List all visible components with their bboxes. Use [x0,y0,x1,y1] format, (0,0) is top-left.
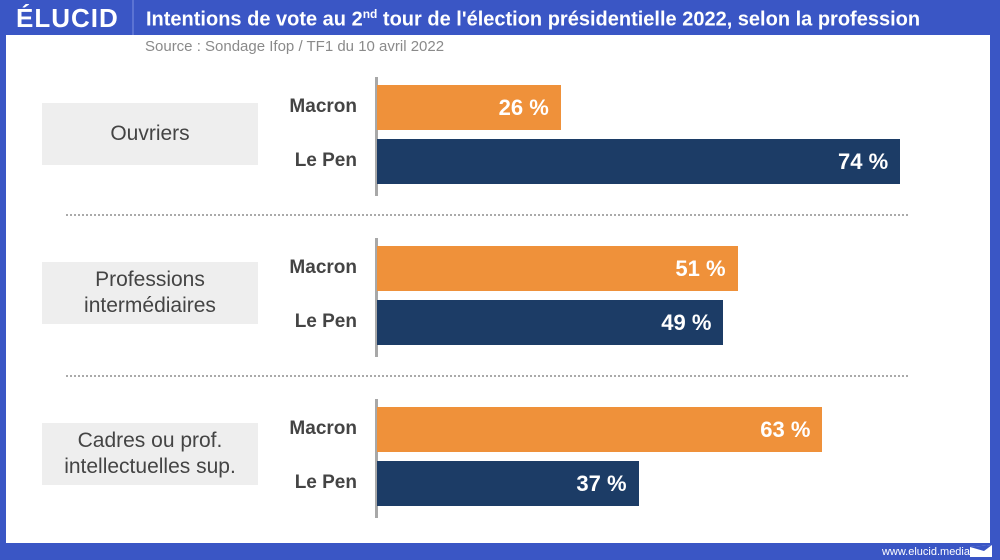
candidate-label: Le Pen [294,150,357,171]
header-bar: ÉLUCID Intentions de vote au 2nd tour de… [0,0,1000,35]
category-text-line: intellectuelles sup. [64,455,236,478]
candidate-label: Le Pen [294,472,357,493]
group-divider [66,375,908,377]
chart-source: Source : Sondage Ifop / TF1 du 10 avril … [145,38,445,55]
candidate-label: Macron [289,96,357,117]
candidate-label: Le Pen [294,311,357,332]
candidate-label: Macron [289,418,357,439]
bar-macron: 26 % [377,85,561,130]
elucid-logo: ÉLUCID [16,3,119,33]
bar-macron: 63 % [377,407,823,452]
data-label: 74 % [838,149,889,174]
bar-axis-line [375,399,378,518]
data-label: 51 % [675,256,726,281]
category-label: Professions intermédiaires [42,262,258,324]
header-separator [132,0,134,35]
category-text-line: intermédiaires [84,294,216,317]
bar-axis-line [375,77,378,196]
title-part-2: tour de l'élection présidentielle 2022, … [377,8,921,31]
category-text: Professions intermédiaires [84,267,216,319]
title-superscript: nd [362,7,378,21]
data-label: 63 % [760,417,811,442]
bar-lepen: 49 % [377,300,724,345]
group-divider [66,214,908,216]
title-part-1: Intentions de vote au 2 [146,8,363,31]
bar-macron: 51 % [377,246,738,291]
candidate-label: Macron [289,257,357,278]
category-label: Ouvriers [42,103,258,165]
category-text-line: Ouvriers [110,122,190,145]
category-text-line: Professions [95,268,205,291]
category-text-line: Cadres ou prof. [77,429,223,452]
category-text: Ouvriers [110,121,189,147]
data-label: 37 % [576,471,627,496]
data-label: 26 % [498,95,549,120]
bar-lepen: 74 % [377,139,901,184]
bar-axis-line [375,238,378,357]
category-label: Cadres ou prof. intellectuelles sup. [42,423,258,485]
data-label: 49 % [661,310,712,335]
category-text: Cadres ou prof. intellectuelles sup. [64,428,236,480]
elucid-flag-icon [970,545,992,557]
chart-title: Intentions de vote au 2nd tour de l'élec… [146,7,920,32]
footer-url[interactable]: www.elucid.media [881,546,970,558]
bar-lepen: 37 % [377,461,639,506]
